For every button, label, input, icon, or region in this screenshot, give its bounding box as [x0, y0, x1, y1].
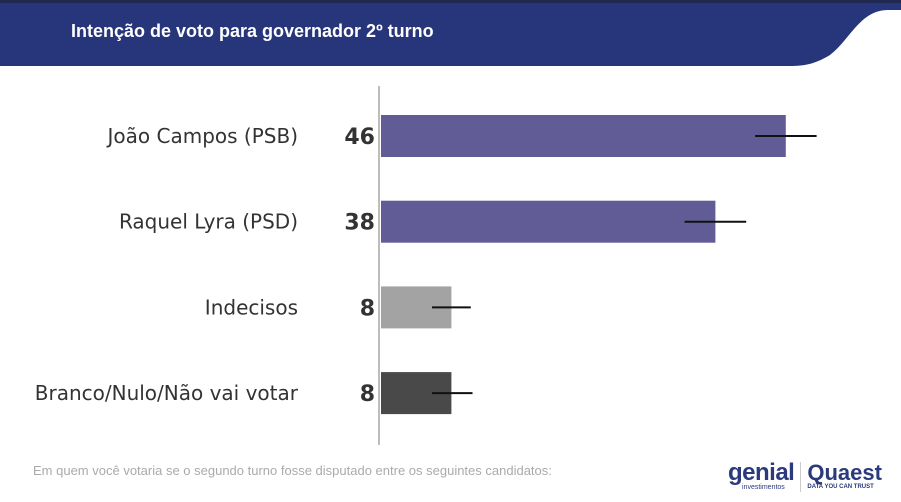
data-label: 8 [360, 296, 375, 321]
page-title: Intenção de voto para governador 2º turn… [71, 21, 434, 41]
genial-logo-text: genial [728, 459, 795, 486]
quaest-logo-sub: DATA YOU CAN TRUST [807, 484, 874, 490]
data-label: 38 [344, 211, 375, 236]
logo-divider [800, 462, 802, 492]
quaest-logo: Quaest DATA YOU CAN TRUST [807, 460, 882, 491]
category-label: João Campos (PSB) [106, 124, 298, 148]
genial-logo-sub: investimentos [742, 484, 785, 491]
quaest-logo-text: Quaest [807, 460, 882, 485]
genial-logo: genial investimentos [728, 459, 795, 492]
bar-chart: João Campos (PSB) 46 Raquel Lyra (PSD) 38 In… [35, 86, 817, 445]
header-banner [0, 0, 901, 66]
bar [381, 115, 786, 157]
data-label: 46 [344, 125, 375, 150]
data-label: 8 [360, 382, 375, 407]
category-label: Raquel Lyra (PSD) [119, 210, 298, 234]
category-label: Indecisos [205, 295, 298, 319]
footnote: Em quem você votaria se o segundo turno … [33, 463, 552, 478]
bar [381, 200, 716, 243]
logos: genial investimentos Quaest DATA YOU CAN… [728, 459, 882, 492]
category-label: Branco/Nulo/Não vai votar [35, 381, 299, 405]
